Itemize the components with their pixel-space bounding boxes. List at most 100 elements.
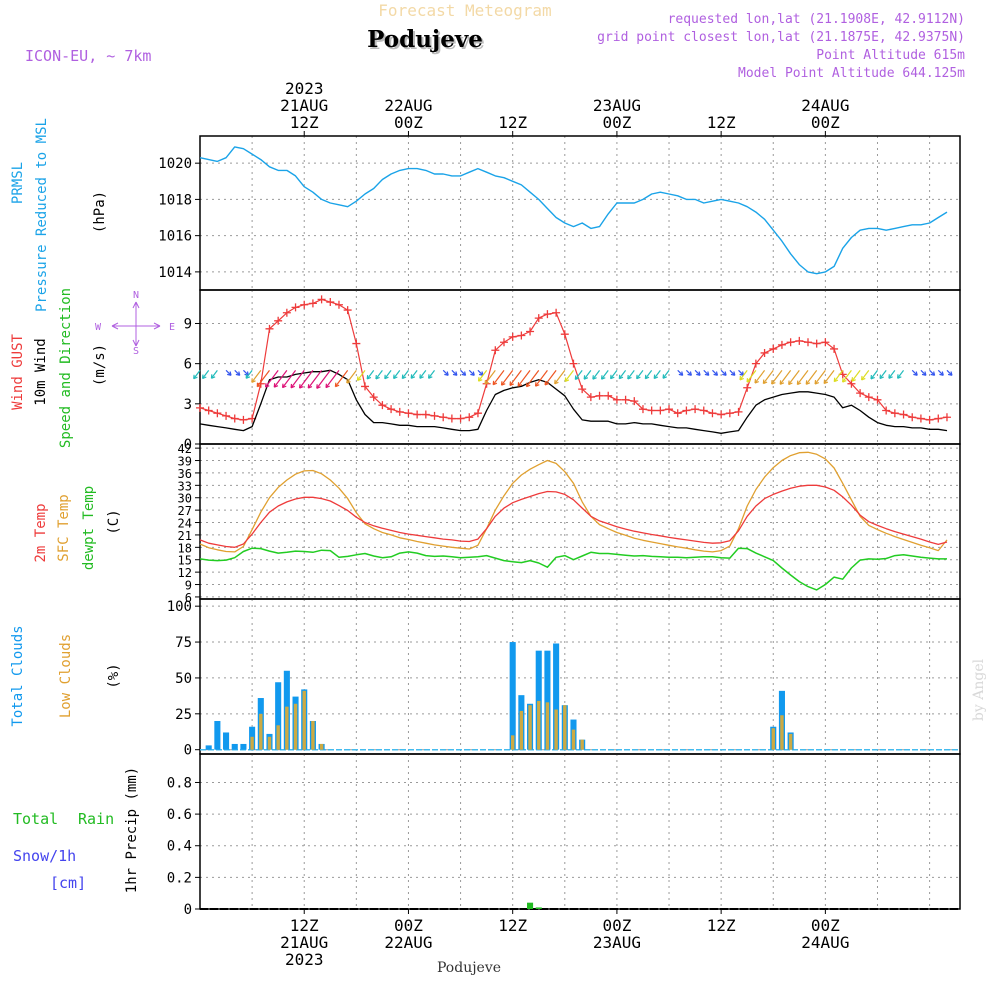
gust-marker: [699, 406, 708, 415]
wind-arrow: [851, 369, 861, 382]
gust-marker: [769, 344, 778, 353]
low-cloud-bar: [302, 690, 306, 750]
wind-arrow: [788, 369, 800, 385]
wind-arrowhead: [930, 371, 936, 376]
gust-marker: [743, 383, 752, 392]
wind-unit: (m/s): [92, 344, 108, 386]
wind-arrow: [478, 369, 488, 382]
wind-arrowhead: [334, 382, 340, 388]
wind-arrow: [384, 369, 392, 380]
precip-frame: [199, 753, 961, 910]
wind-arrow: [484, 369, 496, 385]
wind-arrowhead: [393, 374, 398, 380]
legend-snow-unit: [cm]: [50, 874, 86, 892]
top-time-label: 12Z: [290, 113, 319, 132]
wind-arrow: [273, 369, 288, 388]
wind-arrow: [356, 369, 366, 381]
wind-arrow: [720, 369, 727, 376]
bottom-time-label: 2023: [285, 950, 324, 969]
wind-arrow: [677, 369, 684, 376]
wind-arrow: [729, 369, 736, 376]
top-time-label: 00Z: [602, 113, 631, 132]
wind-arrow: [739, 369, 748, 381]
wind-arrowhead: [678, 371, 684, 376]
wind-arrow: [762, 369, 774, 384]
low-cloud-bar: [293, 703, 298, 750]
wind-arrowhead: [517, 382, 523, 387]
gust-marker: [595, 391, 604, 400]
gust-marker: [291, 303, 300, 312]
pressure-ytick-label: 1016: [158, 229, 192, 245]
wind-arrow: [796, 369, 809, 385]
gust-line: [199, 298, 948, 421]
wind-arrowhead: [746, 378, 751, 383]
wind-arrowhead: [484, 379, 489, 385]
compass-north: N: [133, 290, 139, 301]
wind-frame: [199, 289, 961, 445]
wind-arrowhead: [346, 379, 351, 384]
wind-arrowhead: [754, 379, 759, 384]
bottom-time-label: 00Z: [811, 916, 840, 935]
temperature-ytick-label: 15: [178, 554, 192, 568]
wind-arrow: [564, 369, 574, 382]
gust-marker: [656, 406, 665, 415]
low-cloud-bar: [788, 733, 793, 750]
total-cloud-bar: [205, 745, 212, 750]
wind-arrow: [401, 369, 409, 379]
wind-arrowhead: [814, 379, 820, 385]
wind-arrowhead: [461, 371, 467, 376]
gust-marker: [552, 308, 561, 317]
wind-arrowhead: [796, 380, 802, 386]
gust-marker: [682, 406, 691, 415]
total-cloud-bar: [509, 642, 516, 750]
temperature-ytick-label: 21: [178, 529, 192, 543]
gust-marker: [630, 397, 639, 406]
gust-marker: [378, 401, 387, 410]
wind-arrow: [210, 369, 218, 379]
gust-marker: [317, 295, 326, 304]
total-cloud-bar: [214, 720, 221, 750]
model-altitude: Model Point Altitude 644.125m: [738, 66, 965, 81]
wind-arrowhead: [366, 374, 372, 380]
low-cloud-bar: [545, 702, 550, 750]
gust-marker: [500, 338, 508, 347]
wind-arrowhead: [290, 383, 296, 389]
wind-arrowhead: [419, 374, 424, 379]
gust-marker: [543, 310, 552, 319]
compass-east: E: [169, 322, 175, 333]
wind-arrow: [492, 369, 505, 386]
pressure-line: [199, 146, 948, 275]
wind-arrowhead: [544, 380, 550, 386]
wind-arrowhead: [627, 374, 632, 380]
temperature-ytick-label: 27: [178, 504, 192, 518]
low-cloud-bar: [554, 709, 558, 750]
wind-arrow: [517, 369, 531, 387]
gust-marker: [899, 410, 908, 419]
wind-dir-label: Speed and Direction: [58, 288, 74, 448]
gust-marker: [560, 330, 569, 339]
gust-marker: [204, 406, 213, 415]
temperature-ytick-label: 18: [178, 541, 192, 555]
gust-marker: [473, 409, 482, 418]
temperature-ytick-label: 24: [178, 517, 192, 531]
temperature-ytick-label: 39: [178, 455, 192, 469]
wind-arrow: [618, 369, 627, 380]
gust-marker: [517, 331, 526, 340]
wind-arrowhead: [235, 371, 241, 376]
dewpt-line: [199, 547, 947, 591]
wind-arrow: [805, 369, 818, 385]
wind-arrow: [245, 369, 253, 379]
wind-arrowhead: [842, 378, 847, 383]
temperature-ytick-label: 42: [178, 442, 192, 456]
wind-arrowhead: [307, 384, 313, 389]
wind-speed-line: [199, 369, 948, 434]
total-cloud-bar: [231, 743, 238, 750]
wind-arrowhead: [384, 374, 389, 380]
pressure-unit: (hPa): [92, 191, 108, 233]
wind-arrow: [823, 369, 835, 384]
station-name: Podujeve: [367, 26, 483, 53]
cloud-unit: (%): [106, 663, 122, 688]
wind-arrowhead: [788, 380, 793, 386]
compass-icon: N S W E: [95, 290, 175, 357]
low-cloud-bar: [563, 705, 567, 750]
